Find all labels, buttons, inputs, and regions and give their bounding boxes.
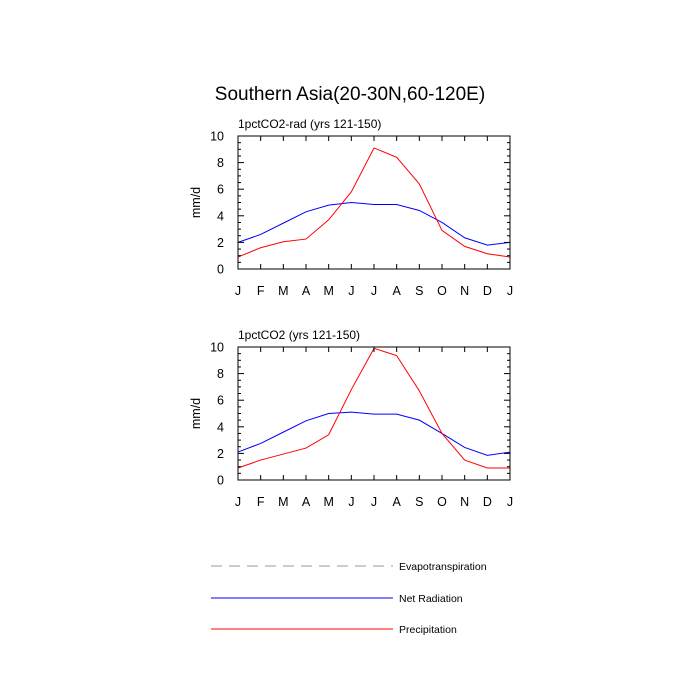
- plot-frame: [237, 346, 511, 481]
- x-tick-label: O: [437, 284, 447, 298]
- x-tick-label: M: [278, 284, 288, 298]
- x-tick-label: M: [278, 495, 288, 509]
- x-tick-label: A: [302, 284, 311, 298]
- y-tick-label: 10: [210, 341, 224, 355]
- panel-title: 1pctCO2-rad (yrs 121-150): [238, 117, 381, 131]
- x-tick-label: J: [507, 284, 513, 298]
- y-tick-label: 2: [217, 447, 224, 461]
- x-tick-label: J: [348, 495, 354, 509]
- x-tick-label: M: [323, 495, 333, 509]
- x-tick-label: A: [392, 495, 401, 509]
- x-tick-label: J: [371, 495, 377, 509]
- y-tick-label: 2: [217, 236, 224, 250]
- y-tick-label: 8: [217, 367, 224, 381]
- y-tick-label: 0: [217, 263, 224, 277]
- y-tick-label: 0: [217, 474, 224, 488]
- y-tick-label: 6: [217, 394, 224, 408]
- plot-frame: [237, 135, 511, 270]
- figure-title: Southern Asia(20-30N,60-120E): [215, 84, 485, 105]
- x-tick-label: J: [507, 495, 513, 509]
- y-tick-label: 10: [210, 130, 224, 144]
- x-tick-label: A: [392, 284, 401, 298]
- legend-label: Evapotranspiration: [399, 561, 487, 573]
- y-tick-label: 4: [217, 209, 224, 223]
- x-tick-label: F: [257, 284, 265, 298]
- chart-panel-2: 1pctCO2 (yrs 121-150)mm/dJ F M A M J J A S O N D J02…: [189, 328, 513, 509]
- series-line-precipitation: [237, 347, 510, 469]
- y-tick-label: 8: [217, 156, 224, 170]
- panel-title: 1pctCO2 (yrs 121-150): [238, 328, 360, 342]
- legend-label: Precipitation: [399, 624, 457, 636]
- legend: Evapotranspiration Net Radiation Precipita…: [211, 561, 487, 636]
- chart-panels: 1pctCO2-rad (yrs 121-150)mm/dJ F M A M J J A S O N…: [189, 117, 513, 509]
- x-tick-label: M: [323, 284, 333, 298]
- x-tick-label: J: [235, 284, 241, 298]
- x-tick-label: S: [415, 495, 423, 509]
- series-line-precipitation: [237, 147, 511, 258]
- x-tick-label: J: [348, 284, 354, 298]
- y-axis-label: mm/d: [189, 398, 203, 429]
- x-tick-label: O: [437, 495, 447, 509]
- x-tick-label: F: [257, 495, 265, 509]
- x-tick-label: S: [415, 284, 423, 298]
- x-tick-label: A: [302, 495, 311, 509]
- series-line-net-radiation: [237, 411, 511, 456]
- legend-label: Net Radiation: [399, 593, 463, 605]
- chart-panel-1: 1pctCO2-rad (yrs 121-150)mm/dJ F M A M J J A S O N…: [189, 117, 513, 298]
- x-tick-label: N: [460, 495, 469, 509]
- x-tick-label: D: [483, 495, 492, 509]
- y-tick-label: 4: [217, 420, 224, 434]
- y-tick-label: 6: [217, 183, 224, 197]
- series-line-net-radiation: [237, 201, 511, 246]
- x-tick-label: D: [483, 284, 492, 298]
- y-axis-label: mm/d: [189, 187, 203, 218]
- x-tick-label: J: [235, 495, 241, 509]
- x-tick-label: J: [371, 284, 377, 298]
- x-tick-label: N: [460, 284, 469, 298]
